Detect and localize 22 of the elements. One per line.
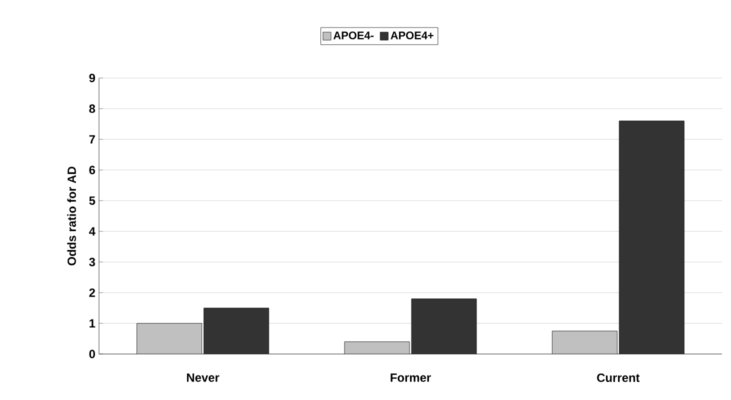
- x-tick-label: Current: [597, 374, 640, 382]
- y-tick-label: 6: [89, 166, 96, 174]
- y-axis-title: Odds ratio for AD: [67, 166, 76, 266]
- y-tick-label: 3: [89, 258, 96, 266]
- y-tick-label: 5: [89, 196, 96, 205]
- bar: [204, 308, 269, 354]
- x-tick-label: Never: [187, 374, 220, 382]
- bar: [344, 342, 410, 354]
- y-tick-label: 2: [89, 288, 96, 297]
- bar: [552, 330, 618, 354]
- legend-label: APOE4+: [390, 32, 434, 40]
- bar: [136, 323, 202, 354]
- y-tick-label: 0: [89, 350, 95, 358]
- y-tick-label: 7: [89, 135, 95, 144]
- bar: [618, 120, 684, 354]
- y-tick-label: 4: [89, 227, 96, 236]
- bar: [412, 298, 477, 354]
- y-tick-label: 1: [90, 319, 96, 328]
- x-tick-label: Former: [390, 374, 431, 382]
- y-tick-label: 8: [89, 104, 96, 113]
- legend-label: APOE4-: [333, 32, 374, 40]
- y-tick-label: 9: [89, 74, 96, 82]
